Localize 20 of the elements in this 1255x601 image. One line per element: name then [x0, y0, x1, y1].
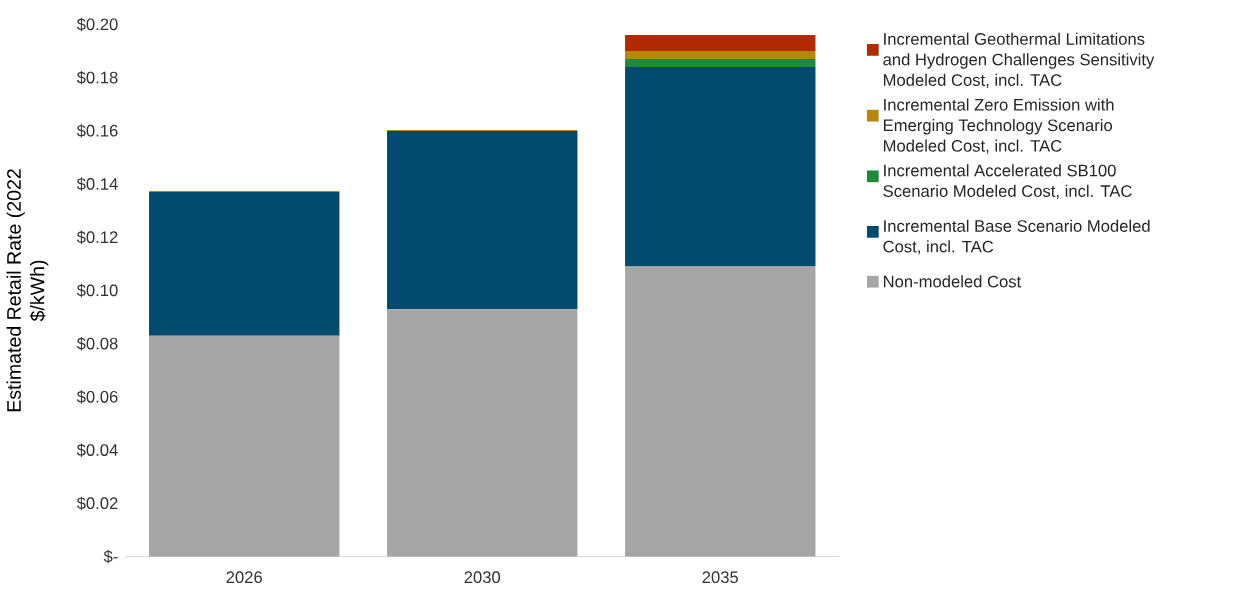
y-tick-label: $0.14	[76, 177, 118, 192]
y-tick-label: $0.12	[76, 230, 118, 245]
y-tick-label: $0.18	[76, 71, 118, 85]
y-tick-label: $0.20	[76, 17, 118, 32]
y-tick-label: $0.06	[76, 390, 118, 404]
x-tick-label: 2035	[702, 571, 739, 584]
y-axis-title: Estimated Retail Rate (2022 $/kWh)	[6, 169, 49, 412]
y-tick-label: $0.02	[76, 496, 118, 511]
x-tick-label: 2030	[464, 571, 501, 584]
y-tick-label: $-	[103, 550, 118, 564]
legend-label: Incremental Zero Emission with Emerging Technology Scenario Modeled Cost, incl. TAC	[883, 98, 1114, 154]
y-tick-label: $0.10	[76, 283, 118, 298]
y-tick-label: $0.08	[76, 337, 118, 351]
legend-label: Non-modeled Cost	[883, 275, 1022, 288]
x-tick-label: 2026	[226, 571, 262, 584]
legend-label: Incremental Base Scenario Modeled Cost, incl. TAC	[883, 219, 1150, 255]
legend-label: Incremental Geothermal Limitations and Hydrogen Challenges Sensitivity Modeled Cost, incl. TAC	[883, 32, 1155, 89]
y-tick-label: $0.16	[76, 124, 118, 138]
y-tick-label: $0.04	[76, 443, 118, 458]
legend-label: Incremental Accelerated SB100 Scenario Modeled Cost, incl. TAC	[883, 164, 1132, 200]
